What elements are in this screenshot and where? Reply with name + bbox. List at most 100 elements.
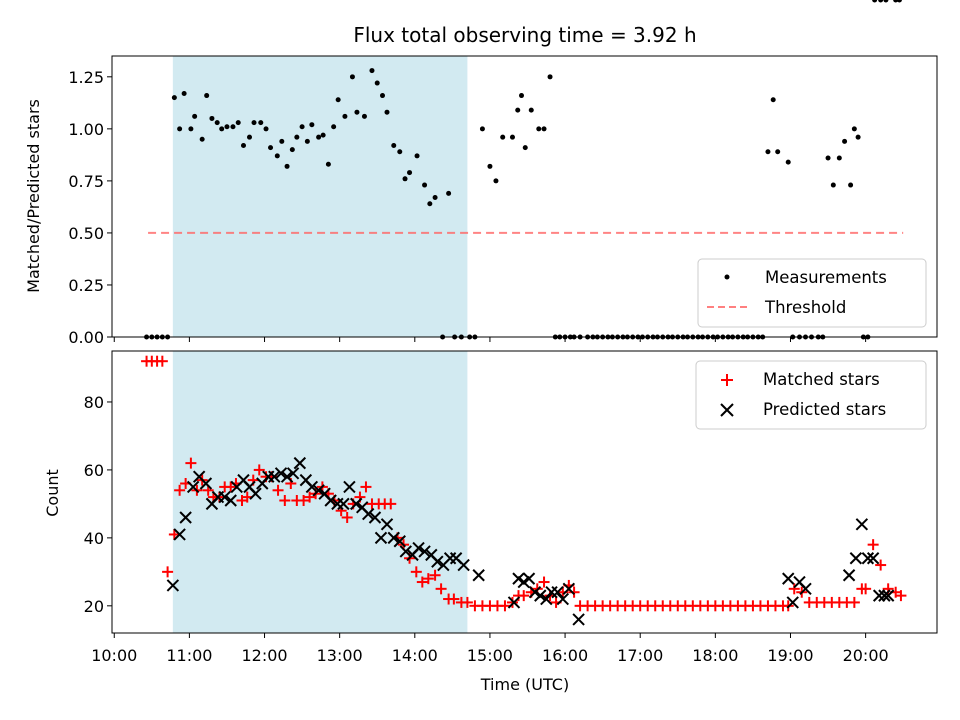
measurement-point bbox=[374, 80, 380, 86]
measurement-point bbox=[547, 74, 553, 80]
measurement-point bbox=[893, 0, 899, 3]
measurement-point bbox=[274, 153, 280, 159]
measurement-point bbox=[230, 124, 236, 130]
measurement-point bbox=[878, 0, 884, 3]
predicted-star-point bbox=[507, 596, 521, 609]
predicted-star-point bbox=[324, 494, 337, 507]
measurement-point bbox=[335, 97, 341, 103]
measurement-point bbox=[446, 190, 452, 196]
measurement-point bbox=[509, 134, 515, 140]
matched-star-point bbox=[341, 511, 353, 523]
bottom-y-axis: 20 40 60 80 bbox=[84, 393, 112, 616]
predicted-star-point bbox=[431, 555, 444, 568]
top-chart-title: Flux total observing time = 3.92 h bbox=[353, 23, 696, 47]
matched-star-point bbox=[448, 593, 460, 605]
top-chart-frame bbox=[111, 55, 938, 338]
measurement-point bbox=[842, 138, 848, 144]
predicted-star-point bbox=[881, 589, 895, 602]
predicted-star-point bbox=[249, 487, 262, 500]
matched-star-point bbox=[429, 569, 441, 581]
measurement-point bbox=[199, 136, 205, 142]
bottom-x-tick-label: 13:00 bbox=[317, 646, 363, 665]
measurement-point bbox=[204, 93, 210, 99]
predicted-star-point bbox=[786, 596, 799, 609]
measurement-point bbox=[240, 143, 246, 149]
matched-star-point bbox=[435, 583, 447, 595]
bottom-x-tick-label: 10:00 bbox=[91, 646, 137, 665]
matched-star-point bbox=[422, 573, 434, 585]
measurement-point bbox=[528, 107, 534, 113]
measurement-point bbox=[320, 132, 326, 138]
matched-star-point bbox=[185, 457, 197, 469]
predicted-star-point bbox=[399, 545, 412, 558]
matched-star-point bbox=[518, 590, 530, 602]
measurement-point bbox=[209, 115, 215, 121]
bottom-legend-box bbox=[695, 360, 927, 430]
predicted-star-point bbox=[274, 467, 288, 480]
measurement-point bbox=[384, 109, 390, 115]
matched-star-point bbox=[298, 494, 310, 506]
measurement-point bbox=[422, 182, 428, 188]
measurement-point bbox=[171, 95, 177, 101]
measurement-point bbox=[848, 182, 854, 188]
predicted-star-point bbox=[572, 613, 585, 626]
matched-star-point bbox=[875, 559, 887, 571]
measurement-point bbox=[177, 126, 183, 132]
top-chart: Flux total observing time = 3.92 h 0.00 0… bbox=[24, 0, 938, 347]
measurement-point bbox=[536, 126, 542, 132]
legend-label-predicted-stars: Predicted stars bbox=[763, 400, 886, 419]
measurement-point bbox=[785, 159, 791, 165]
measurement-point bbox=[181, 90, 187, 96]
measurement-point bbox=[515, 107, 521, 113]
measurement-point bbox=[402, 176, 408, 182]
top-observing-window bbox=[172, 56, 468, 337]
predicted-star-point bbox=[380, 518, 394, 531]
top-y-tick-label: 0.75 bbox=[68, 172, 104, 191]
matched-star-point bbox=[360, 481, 372, 493]
top-x-axis bbox=[113, 337, 867, 342]
legend-label-matched-stars: Matched stars bbox=[763, 370, 880, 389]
measurement-point bbox=[775, 149, 781, 155]
measurement-point bbox=[770, 97, 776, 103]
matched-star-point bbox=[848, 596, 860, 608]
bottom-x-tick-label: 17:00 bbox=[617, 646, 663, 665]
measurement-point bbox=[397, 149, 403, 155]
matched-star-point bbox=[895, 590, 907, 602]
top-y-axis-label: Matched/Predicted stars bbox=[24, 99, 43, 293]
matched-star-point bbox=[168, 528, 180, 540]
measurement-point bbox=[263, 126, 269, 132]
predicted-star-point bbox=[173, 528, 186, 541]
measurement-point bbox=[493, 178, 499, 184]
measurement-point bbox=[289, 147, 295, 153]
predicted-star-point bbox=[166, 579, 180, 592]
measurement-point bbox=[541, 126, 547, 132]
measurement-point bbox=[294, 134, 300, 140]
matched-star-point bbox=[156, 355, 168, 367]
top-y-tick-label: 0.00 bbox=[68, 328, 104, 347]
bottom-y-tick-label: 20 bbox=[84, 597, 104, 616]
legend-marker-measurements bbox=[724, 274, 730, 280]
predicted-star-point bbox=[186, 480, 200, 494]
measurement-point bbox=[872, 0, 878, 3]
measurement-point bbox=[427, 201, 433, 207]
predicted-star-point bbox=[343, 480, 356, 494]
measurement-point bbox=[851, 126, 857, 132]
legend-label-measurements: Measurements bbox=[765, 268, 887, 287]
predicted-star-point bbox=[224, 494, 237, 507]
predicted-star-point bbox=[872, 589, 886, 602]
predicted-star-point bbox=[855, 518, 869, 531]
measurement-point bbox=[224, 124, 230, 130]
predicted-star-point bbox=[387, 531, 400, 545]
measurement-point bbox=[188, 126, 194, 132]
measurement-point bbox=[247, 134, 252, 140]
bottom-legend: Matched stars Predicted stars bbox=[695, 360, 927, 430]
top-legend-box bbox=[697, 258, 927, 328]
matched-star-point bbox=[499, 600, 511, 612]
bottom-x-axis-label: Time (UTC) bbox=[480, 675, 569, 694]
matched-star-point bbox=[162, 566, 174, 578]
measurement-point bbox=[479, 126, 485, 132]
measurement-point bbox=[379, 93, 385, 99]
matched-star-point bbox=[410, 566, 422, 578]
